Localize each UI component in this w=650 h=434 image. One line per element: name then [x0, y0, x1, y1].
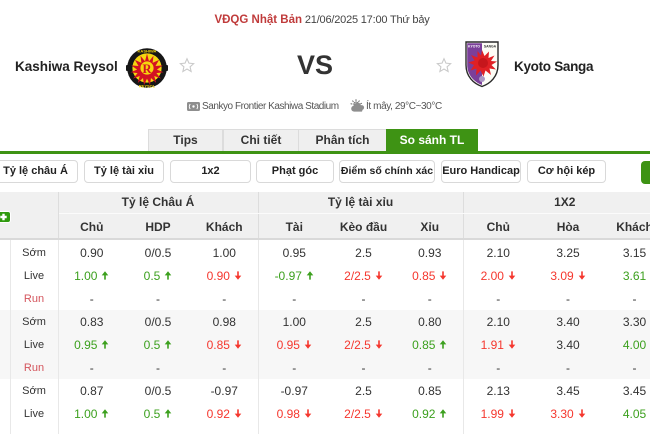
- svg-text:R: R: [142, 62, 152, 76]
- svg-text:SANGA: SANGA: [484, 44, 497, 48]
- svg-text:REYSOL: REYSOL: [139, 83, 156, 88]
- svg-text:KYOTO: KYOTO: [468, 44, 480, 48]
- svg-text:KASHIWA: KASHIWA: [138, 49, 157, 54]
